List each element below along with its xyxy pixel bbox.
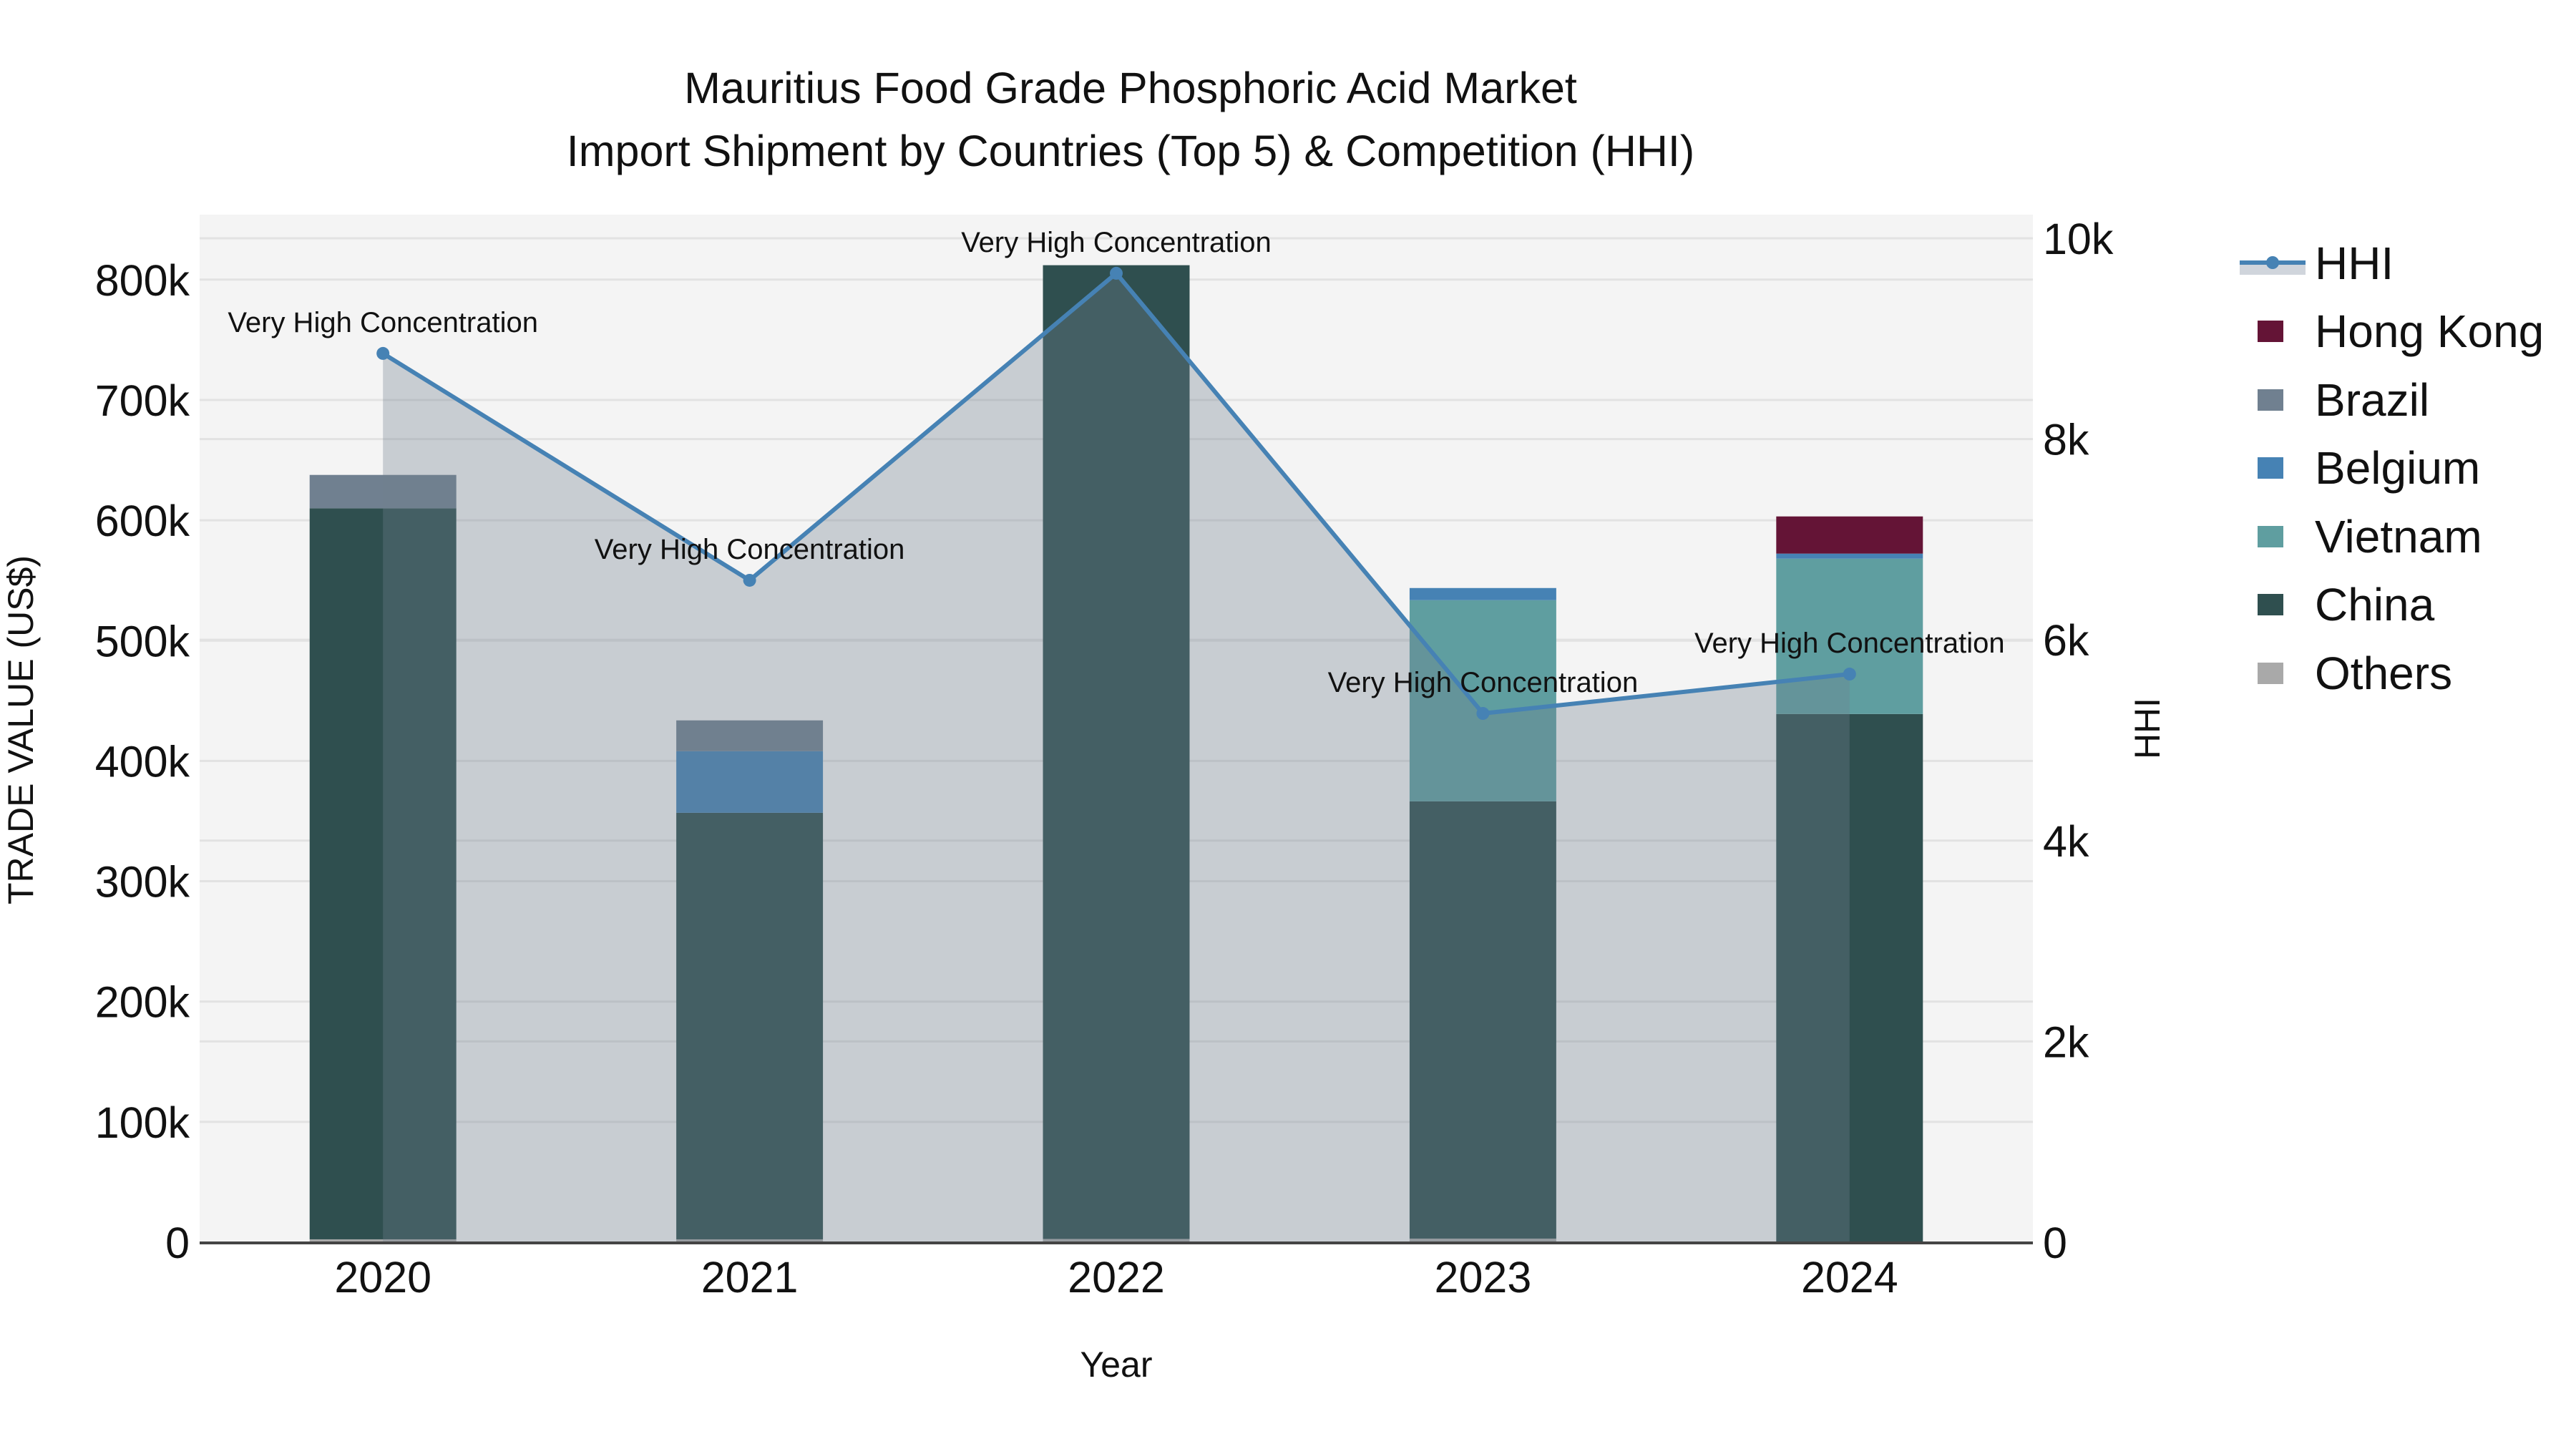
hhi-area-fill [383, 273, 1850, 1242]
bar-segment-china[interactable] [1776, 713, 1923, 1242]
x-tick-label: 2023 [1435, 1253, 1532, 1302]
bar-segment-china[interactable] [1409, 801, 1556, 1239]
y2-axis-title: HHI [2127, 698, 2167, 759]
bar-segment-hong-kong[interactable] [1776, 516, 1923, 554]
bar-segment-belgium[interactable] [676, 751, 824, 813]
y2-tick-label: 4k [2043, 817, 2089, 866]
bar-segment-vietnam[interactable] [1776, 558, 1923, 714]
bar-segment-belgium[interactable] [1409, 587, 1556, 600]
bar-segment-brazil[interactable] [676, 720, 824, 751]
bar-segment-china[interactable] [309, 508, 457, 1239]
x-tick-label: 2020 [334, 1253, 431, 1302]
legend-label: HHI [2315, 237, 2394, 289]
square-swatch-icon [2258, 321, 2283, 343]
y-tick-label: 800k [95, 256, 190, 305]
bar-segment-vietnam[interactable] [1409, 600, 1556, 801]
x-tick-label: 2021 [701, 1253, 799, 1302]
y2-tick-label: 10k [2043, 215, 2114, 263]
y-tick-label: 400k [95, 737, 190, 786]
line-marker-icon [2240, 256, 2306, 275]
y-tick-label: 500k [95, 617, 190, 665]
bar-segment-belgium[interactable] [1776, 553, 1923, 559]
hhi-point[interactable] [376, 346, 390, 360]
square-swatch-icon [2258, 457, 2283, 479]
square-swatch-icon [2258, 525, 2283, 547]
bar-segment-others[interactable] [309, 1239, 457, 1242]
y2-tick-label: 6k [2043, 616, 2089, 665]
square-swatch-icon [2258, 594, 2283, 616]
annotation-label: Very High Concentration [595, 534, 905, 565]
legend-label: Brazil [2315, 374, 2430, 426]
chart-title: Mauritius Food Grade Phosphoric Acid Mar… [684, 64, 1577, 112]
hhi-point[interactable] [1110, 266, 1123, 280]
y2-tick-label: 2k [2043, 1018, 2089, 1066]
bar-segment-others[interactable] [1409, 1238, 1556, 1242]
annotation-label: Very High Concentration [961, 227, 1272, 258]
y2-tick-label: 8k [2043, 416, 2089, 464]
annotation-label: Very High Concentration [228, 307, 538, 338]
y2-tick-label: 0 [2043, 1219, 2067, 1267]
bar-segment-china[interactable] [1043, 265, 1190, 1239]
bar-segment-china[interactable] [676, 812, 824, 1239]
y-tick-label: 600k [95, 497, 190, 545]
square-swatch-icon [2258, 662, 2283, 684]
y-tick-label: 200k [95, 978, 190, 1027]
legend-label: Others [2315, 647, 2453, 699]
bar-segment-others[interactable] [676, 1239, 824, 1242]
x-tick-label: 2024 [1801, 1253, 1898, 1302]
y-tick-label: 300k [95, 858, 190, 907]
y-tick-label: 100k [95, 1098, 190, 1147]
legend-label: China [2315, 579, 2435, 631]
square-swatch-icon [2258, 389, 2283, 411]
x-axis-title: Year [1080, 1345, 1152, 1385]
hhi-point[interactable] [743, 573, 756, 587]
chart-subtitle: Import Shipment by Countries (Top 5) & C… [566, 127, 1695, 175]
hhi-point[interactable] [1843, 668, 1856, 681]
bar-segment-brazil[interactable] [309, 474, 457, 509]
legend-label: Vietnam [2315, 510, 2482, 562]
annotation-label: Very High Concentration [1328, 667, 1639, 698]
legend-label: Hong Kong [2315, 306, 2545, 358]
annotation-label: Very High Concentration [1694, 628, 2005, 659]
hhi-point[interactable] [1476, 707, 1490, 721]
y-axis-title: TRADE VALUE (US$) [1, 555, 41, 904]
bars [309, 265, 1923, 1242]
x-tick-label: 2022 [1068, 1253, 1165, 1302]
legend-label: Belgium [2315, 442, 2481, 494]
y-tick-label: 700k [95, 376, 190, 425]
y-tick-label: 0 [165, 1219, 190, 1267]
bar-segment-others[interactable] [1043, 1239, 1190, 1242]
